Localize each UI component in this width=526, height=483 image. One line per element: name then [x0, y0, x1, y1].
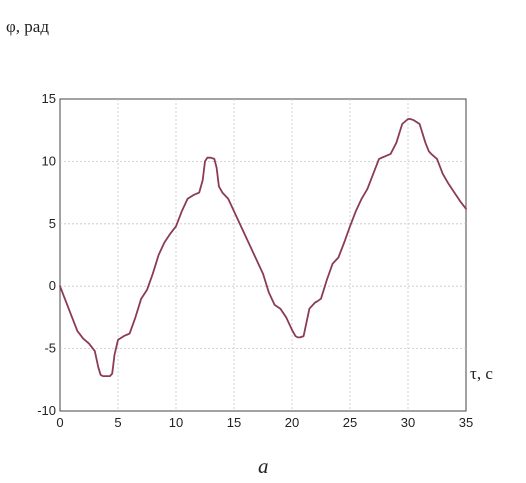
- y-tick-label: -5: [44, 341, 56, 356]
- y-tick-label: 15: [42, 91, 56, 106]
- x-tick-label: 30: [401, 415, 415, 430]
- x-axis-label: τ, с: [470, 364, 493, 383]
- series-line-0: [59, 118, 467, 378]
- series-layer: [59, 118, 467, 378]
- x-tick-label: 10: [169, 415, 183, 430]
- y-axis-label: φ, рад: [6, 17, 50, 36]
- x-tick-label: 15: [227, 415, 241, 430]
- x-tick-label: 0: [56, 415, 63, 430]
- x-tick-label: 25: [343, 415, 357, 430]
- figure-caption: а: [258, 454, 269, 478]
- y-tick-label: 5: [49, 216, 56, 231]
- grid: [60, 99, 466, 411]
- y-tick-label: -10: [37, 403, 56, 418]
- x-tick-label: 5: [114, 415, 121, 430]
- plot-area: [59, 98, 467, 412]
- y-tick-label: 10: [42, 153, 56, 168]
- y-tick-label: 0: [49, 278, 56, 293]
- x-tick-label: 35: [459, 415, 473, 430]
- axis-ticks: 0 5 10 15 20 25 30 35 -10 -5 0 5 10 15: [37, 91, 473, 430]
- x-tick-label: 20: [285, 415, 299, 430]
